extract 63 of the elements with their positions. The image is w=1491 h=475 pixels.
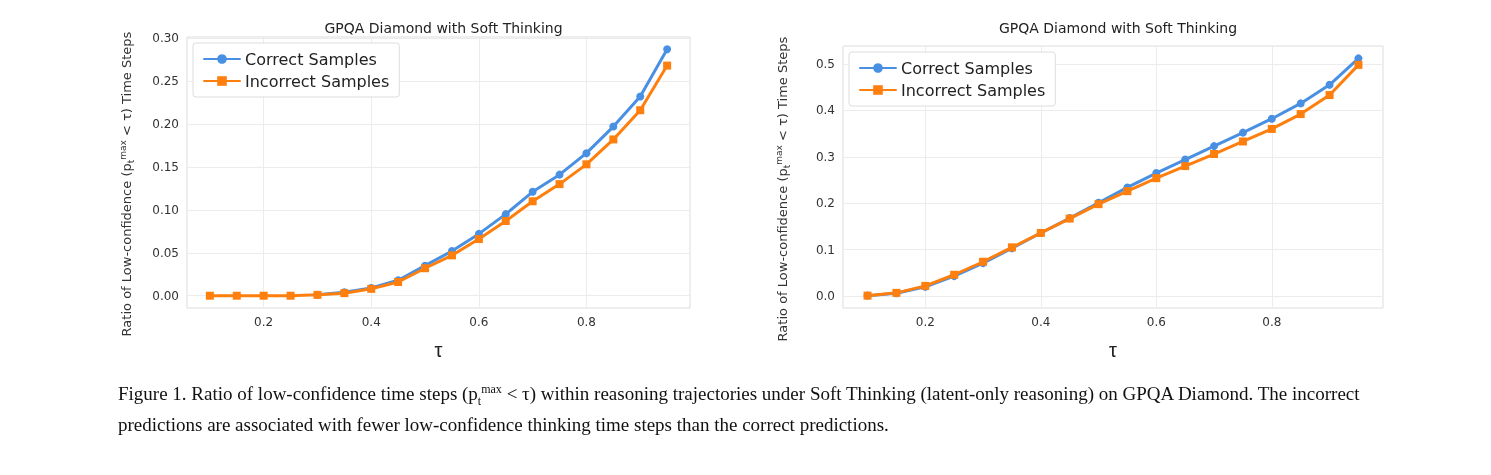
point — [286, 291, 295, 300]
point — [1296, 110, 1305, 119]
point — [501, 217, 510, 226]
x-tick-label: 0.2 — [915, 315, 935, 329]
point — [528, 187, 537, 196]
y-tick-label: 0.5 — [815, 56, 835, 71]
x-tick-label: 0.6 — [1146, 315, 1166, 329]
y-tick-label: 0.4 — [815, 103, 835, 118]
x-tick-label: 0.4 — [361, 315, 381, 329]
chart-title: GPQA Diamond with Soft Thinking — [998, 20, 1238, 36]
point — [205, 291, 214, 300]
point — [582, 160, 591, 169]
point — [663, 45, 672, 54]
point — [1210, 142, 1219, 151]
legend-label: Incorrect Samples — [901, 80, 1046, 100]
legend-label: Incorrect Samples — [245, 71, 390, 91]
point — [555, 180, 564, 189]
chart-title: GPQA Diamond with Soft Thinking — [324, 20, 563, 36]
point — [555, 170, 564, 179]
legend-label: Correct Samples — [901, 58, 1033, 78]
point — [1296, 99, 1305, 108]
x-tick-label: 0.2 — [254, 315, 274, 329]
point — [1267, 114, 1276, 123]
x-axis-title: τ — [434, 339, 443, 361]
y-tick-label: 0.05 — [152, 245, 179, 260]
point — [582, 149, 591, 158]
point — [1152, 174, 1161, 183]
point — [636, 92, 645, 101]
y-tick-label: 0.3 — [815, 149, 835, 164]
point — [259, 291, 268, 300]
y-tick-label: 0.15 — [152, 159, 179, 174]
point — [609, 122, 618, 131]
point — [447, 251, 456, 260]
caption: Figure 1. Ratio of low-confidence time steps (p$_{t}$$^{max}$ < τ) within reasoning trajectories under Soft Thinking (latent-only reasoning) on GPQA Diamond. The incorrect predictions are associated with fewer low-confidence thinking time steps than the correct predictions. — [118, 381, 1361, 437]
point — [636, 106, 645, 115]
point — [1123, 187, 1132, 196]
y-tick-label: 0.2 — [815, 196, 835, 211]
point — [1267, 124, 1276, 133]
point — [1354, 60, 1363, 69]
point — [528, 197, 537, 206]
y-tick-label: 0.20 — [152, 116, 179, 131]
point — [1210, 150, 1219, 159]
x-tick-label: 0.8 — [1262, 315, 1282, 329]
y-tick-label: 0.10 — [152, 202, 179, 217]
y-tick-label: 0.00 — [152, 288, 179, 303]
point — [1325, 80, 1334, 89]
point — [1181, 162, 1190, 171]
point — [232, 291, 241, 300]
point — [474, 235, 483, 244]
x-tick-label: 0.8 — [576, 315, 596, 329]
x-tick-label: 0.4 — [1031, 315, 1051, 329]
legend-label: Correct Samples — [245, 49, 377, 69]
x-tick-label: 0.6 — [469, 315, 489, 329]
point — [1238, 137, 1247, 146]
y-tick-label: 0.30 — [152, 31, 179, 46]
point — [609, 135, 618, 144]
point — [1325, 91, 1334, 100]
point — [663, 61, 672, 70]
y-tick-label: 0.25 — [152, 74, 179, 89]
y-tick-label: 0.0 — [815, 289, 835, 304]
point — [1238, 128, 1247, 137]
x-axis-title: τ — [1109, 339, 1118, 361]
y-tick-label: 0.1 — [815, 242, 835, 257]
